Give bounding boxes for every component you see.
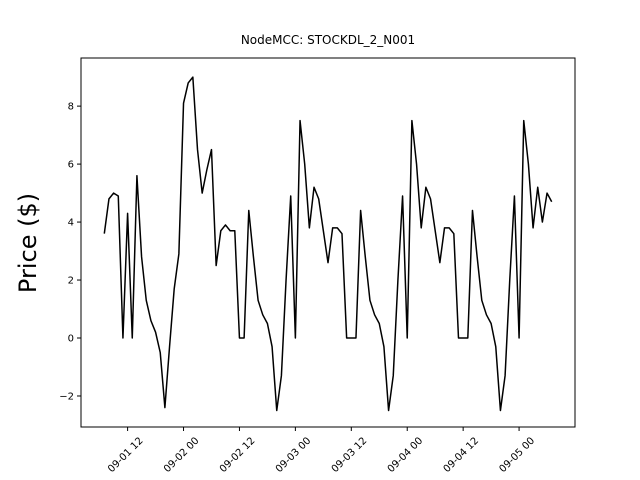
chart-title: NodeMCC: STOCKDL_2_N001 [241,33,415,47]
y-tick-label: 2 [68,276,74,287]
x-tick-label: 09-03 00 [274,435,314,475]
y-tick-label: 8 [68,102,74,113]
x-tick-label: 09-02 12 [218,435,258,475]
x-tick-label: 09-03 12 [330,435,370,475]
x-tick-label: 09-04 00 [386,435,426,475]
y-tick-label: 4 [68,218,74,229]
x-tick-label: 09-01 12 [106,435,146,475]
x-tick-label: 09-04 12 [442,435,482,475]
x-tick-label: 09-05 00 [498,435,538,475]
y-tick-label: 6 [68,160,74,171]
y-tick-label: −2 [59,391,74,402]
y-tick-label: 0 [68,334,74,345]
series-line [103,76,553,412]
x-tick-label: 09-02 00 [162,435,202,475]
y-axis-label: Price ($) [14,193,42,293]
plot-frame [80,57,576,428]
